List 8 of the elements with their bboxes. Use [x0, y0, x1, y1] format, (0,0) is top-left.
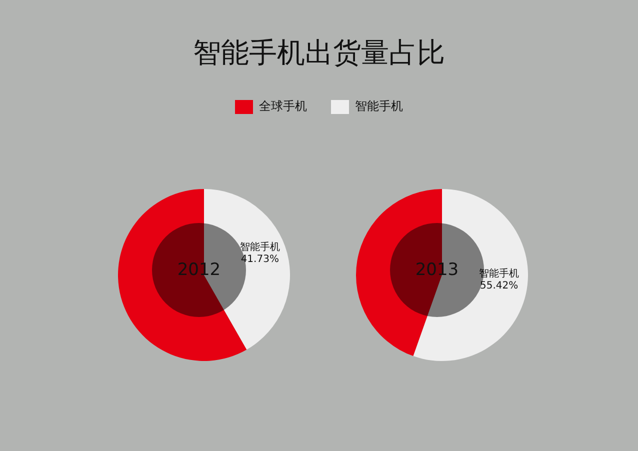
slice-label: 智能手机	[479, 268, 520, 280]
data-label: 41.73%	[240, 254, 279, 265]
pie-slice	[413, 189, 528, 361]
data-label: 55.42%	[480, 280, 518, 292]
slice-label: 智能手机	[240, 240, 280, 253]
legend-label: 智能手机	[355, 98, 403, 115]
legend-label: 全球手机	[259, 98, 307, 115]
chart-title: 智能手机出货量占比	[192, 35, 446, 71]
